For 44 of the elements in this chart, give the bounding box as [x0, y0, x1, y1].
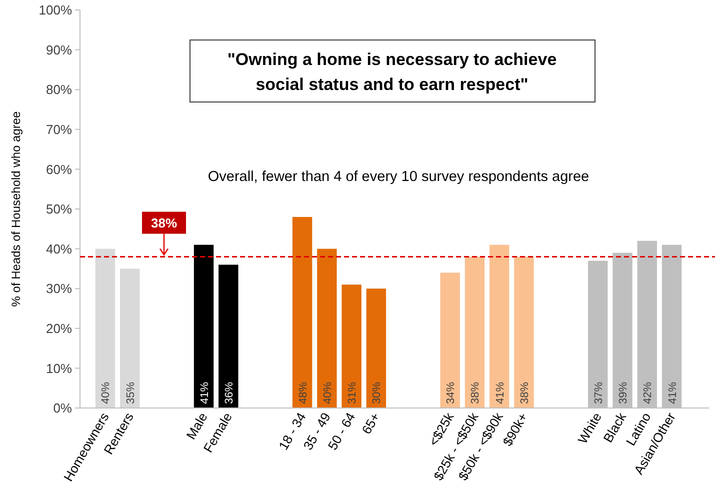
- y-tick-label: 0%: [53, 400, 72, 416]
- ref-line-label: 38%: [150, 215, 178, 230]
- y-tick-label: 90%: [46, 42, 72, 58]
- bar: [95, 248, 116, 408]
- data-label: 42%: [642, 382, 654, 404]
- data-label: 38%: [470, 382, 482, 404]
- data-label: 35%: [124, 382, 137, 404]
- annotation: Overall, fewer than 4 of every 10 survey respondents agree: [208, 169, 590, 186]
- bar: [317, 248, 337, 408]
- data-label: 48%: [297, 382, 310, 404]
- bar: [342, 284, 362, 408]
- bar: [440, 272, 460, 408]
- y-tick-label: 10%: [46, 360, 72, 376]
- bar: [514, 256, 534, 408]
- bar: [489, 244, 510, 408]
- data-label: 36%: [223, 382, 236, 404]
- data-label: 41%: [198, 382, 211, 404]
- data-label: 38%: [518, 382, 531, 404]
- data-label: 41%: [666, 382, 679, 404]
- data-label: 41%: [494, 382, 506, 404]
- data-label: 31%: [346, 382, 359, 404]
- y-tick-label: 50%: [46, 202, 72, 217]
- y-tick-label: 100%: [38, 2, 72, 18]
- x-tick-label: 65+: [358, 410, 383, 437]
- data-label: 37%: [592, 382, 605, 404]
- bar: [292, 216, 312, 408]
- y-tick-label: 80%: [46, 82, 72, 98]
- y-tick-label: 20%: [46, 320, 72, 336]
- bar: [194, 244, 214, 408]
- data-label: 39%: [617, 382, 630, 404]
- bar: [366, 288, 386, 408]
- bar: [464, 256, 485, 408]
- bar: [218, 264, 238, 408]
- data-label: 30%: [371, 382, 384, 404]
- y-axis-title: % of Heads of Household who agree: [9, 110, 23, 307]
- data-label: 40%: [100, 382, 112, 404]
- y-tick-label: 60%: [46, 162, 72, 177]
- y-tick-label: 40%: [46, 241, 72, 256]
- data-label: 34%: [445, 382, 458, 404]
- text: "Owning a home is necessary to achieve social status and to earn respect": [227, 50, 557, 94]
- bar: [120, 268, 140, 408]
- data-label: 40%: [322, 382, 334, 404]
- y-tick-label: 30%: [46, 281, 72, 296]
- y-tick-label: 70%: [46, 122, 72, 137]
